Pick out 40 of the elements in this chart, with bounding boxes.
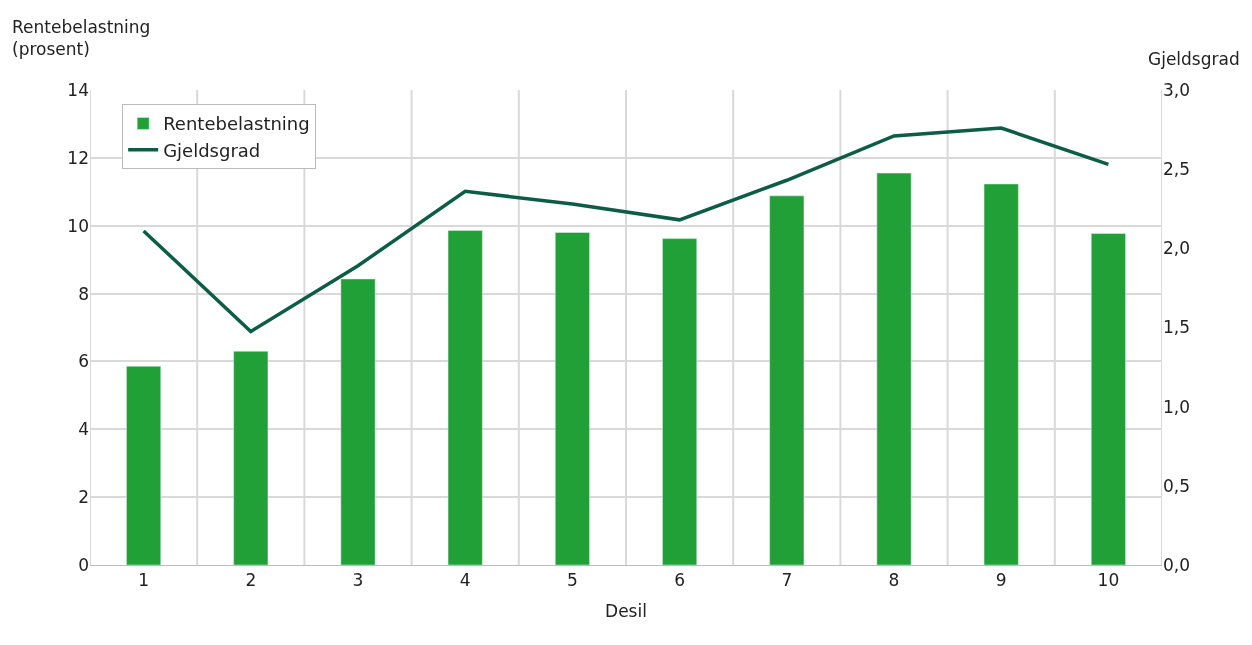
y2-tick-label: 3,0 bbox=[1163, 79, 1191, 100]
legend-label: Rentebelastning bbox=[163, 113, 310, 135]
bar bbox=[1091, 233, 1126, 565]
y-axis-title: Rentebelastning (prosent) bbox=[12, 17, 151, 60]
bar bbox=[876, 172, 912, 565]
x-tick-label: 4 bbox=[459, 570, 471, 591]
y2-tick-label: 0,0 bbox=[1163, 554, 1191, 575]
x-tick-label: 2 bbox=[245, 570, 257, 591]
x-tick-label: 7 bbox=[781, 570, 793, 591]
y-tick-label: 4 bbox=[78, 419, 89, 440]
x-tick-label: 1 bbox=[138, 570, 150, 591]
y2-tick-label: 0,5 bbox=[1163, 475, 1191, 496]
y-tick-label: 14 bbox=[67, 79, 89, 100]
bar bbox=[233, 351, 269, 565]
bar bbox=[126, 365, 161, 565]
x-tick-label: 10 bbox=[1097, 570, 1120, 591]
y-tick-label: 10 bbox=[67, 215, 89, 236]
bar bbox=[555, 232, 590, 565]
y2-axis-title: Gjeldsgrad bbox=[1148, 49, 1240, 69]
bar bbox=[983, 183, 1019, 565]
bar bbox=[340, 278, 376, 565]
y-tick-label: 0 bbox=[78, 554, 89, 575]
y2-tick-label: 1,0 bbox=[1163, 396, 1191, 417]
bar bbox=[662, 238, 697, 565]
bar bbox=[447, 230, 483, 565]
x-tick-label: 8 bbox=[888, 570, 900, 591]
x-tick-label: 9 bbox=[995, 570, 1007, 591]
legend-label: Gjeldsgrad bbox=[163, 139, 261, 161]
y-tick-label: 12 bbox=[67, 147, 89, 168]
y-tick-label: 6 bbox=[78, 351, 89, 372]
y2-tick-label: 2,5 bbox=[1163, 159, 1191, 180]
bar bbox=[769, 195, 805, 565]
y-tick-label: 8 bbox=[78, 283, 89, 304]
y2-tick-label: 2,0 bbox=[1163, 238, 1191, 259]
x-axis-title: Desil bbox=[605, 600, 647, 621]
x-tick-label: 6 bbox=[674, 570, 686, 591]
y-tick-label: 2 bbox=[78, 487, 89, 508]
x-tick-label: 3 bbox=[352, 570, 364, 591]
y2-tick-label: 1,5 bbox=[1163, 317, 1191, 338]
x-tick-label: 5 bbox=[566, 570, 578, 591]
